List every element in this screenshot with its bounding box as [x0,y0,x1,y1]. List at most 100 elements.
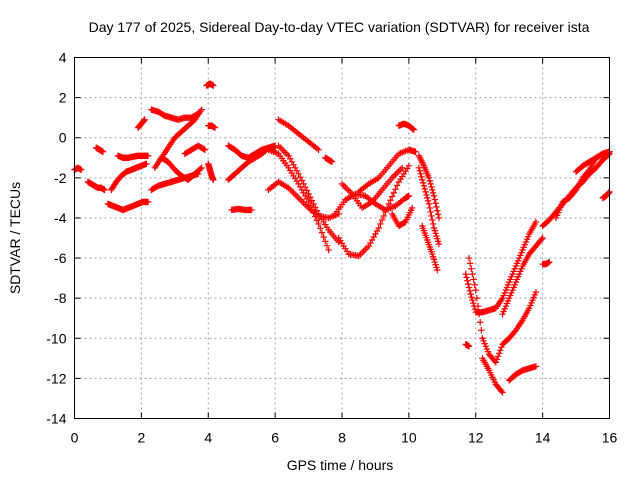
data-point [419,176,426,184]
data-point [421,185,428,193]
y-tick-label: -8 [54,290,67,306]
data-point [405,192,413,200]
data-point [298,177,306,184]
x-axis-label: GPS time / hours [287,457,394,473]
data-point [429,186,436,194]
x-tick-label: 8 [338,430,346,446]
x-tick-label: 2 [137,430,145,446]
data-point [493,356,501,363]
series-s2 [84,178,108,194]
series-s34 [465,254,540,366]
data-point [415,164,423,172]
data-point [303,187,311,194]
data-point [144,198,152,206]
data-point [317,225,324,232]
x-tick-label: 16 [602,430,618,446]
data-point [313,207,321,214]
data-point [382,208,389,216]
x-tick-label: 12 [468,430,484,446]
data-point [494,353,502,360]
data-point [143,160,150,167]
y-tick-label: -2 [54,170,67,186]
data-point [435,214,443,222]
data-point [475,311,483,318]
data-point [478,327,485,334]
data-point [429,220,437,228]
series-s29 [395,120,418,133]
data-point [307,194,314,201]
data-point [462,270,469,278]
series-s11 [158,154,205,184]
y-tick-label: -10 [46,330,66,346]
data-point [463,274,470,281]
data-point [328,158,336,165]
data-point [410,126,418,133]
series-s25 [335,162,413,260]
series-s30 [415,152,443,222]
y-tick-label: 0 [59,130,67,146]
data-point [497,347,504,354]
y-axis-label: SDTVAR / TECUs [7,182,23,294]
x-tick-label: 0 [71,430,79,446]
y-tick-label: -14 [46,411,66,427]
data-point [393,182,401,189]
data-point [101,186,108,194]
data-point [325,246,332,254]
data-point [377,220,384,228]
data-point [426,177,433,185]
data-point [538,236,545,243]
data-point [310,209,317,217]
series-s20 [265,146,332,254]
y-tick-label: 4 [59,50,67,66]
series-s33 [462,218,540,316]
data-point [428,183,435,191]
data-point [409,204,416,212]
data-point [423,191,430,199]
data-point [435,240,443,248]
data-point [305,198,312,206]
y-axis-ticks: 4 2 0 -2 -4 -6 -8 -10 -12 -14 [46,50,610,427]
series-s3 [93,144,107,155]
data-point [305,190,312,198]
data-point [532,218,540,226]
data-point [467,290,474,298]
data-point [464,277,471,284]
data-point [473,294,481,302]
data-point [380,212,387,220]
series-s18 [228,205,255,214]
data-point [422,188,429,196]
data-point [425,174,433,182]
data-point [465,284,473,291]
data-point [322,238,329,245]
data-point [210,82,217,89]
data-point [434,211,442,218]
data-point [99,148,107,155]
data-point [532,288,540,296]
data-point [532,363,540,370]
data-point [465,343,473,350]
y-tick-label: 2 [59,90,67,106]
series-s7 [134,116,148,131]
data-point [474,302,482,310]
data-point [197,165,204,173]
data-point [469,270,476,278]
series-s10 [151,106,205,172]
plot-frame [74,57,610,419]
series-s13 [203,80,217,89]
data-point [211,124,219,131]
data-point [387,197,394,204]
data-point [492,359,500,366]
data-point [495,350,503,357]
data-point [307,202,314,209]
data-point [477,319,484,326]
data-point [77,166,85,174]
data-point [498,387,505,395]
data-point [466,287,474,295]
data-point [468,293,475,301]
data-point [539,234,546,242]
series-s8 [148,106,202,123]
data-point [312,204,319,211]
series-s31 [415,164,443,248]
data-point [470,299,477,307]
x-tick-label: 14 [535,430,551,446]
